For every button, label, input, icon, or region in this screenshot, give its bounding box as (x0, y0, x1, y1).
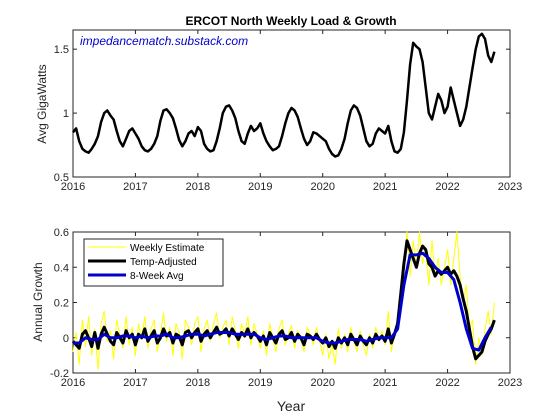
bottom-series-8-week-avg (73, 251, 493, 352)
bottom-x-tick-label: 2019 (248, 377, 272, 389)
top-series-group (72, 32, 496, 158)
top-title: ERCOT North Weekly Load & Growth (185, 14, 396, 28)
bottom-chart: Annual Growth Year 2016 2017 2018 2019 2020 2… (31, 227, 522, 414)
top-x-tick-label: 2023 (498, 181, 522, 193)
bottom-y-tick-label: 0 (63, 333, 69, 345)
bottom-x-tick-label: 2017 (123, 377, 147, 389)
bottom-y-tick-label: 0.6 (54, 227, 69, 239)
bottom-x-tick-label: 2016 (61, 377, 85, 389)
bottom-y-tick-label: 0.4 (54, 262, 69, 274)
top-y-tick-label: 1 (63, 108, 69, 120)
bottom-x-tick-label: 2020 (310, 377, 334, 389)
top-x-tick-label: 2021 (373, 181, 397, 193)
top-annotation: impedancematch.substack.com (80, 34, 248, 48)
bottom-xlabel: Year (277, 398, 306, 414)
top-ylabel: Avg GigaWatts (35, 64, 49, 143)
top-x-tick-label: 2022 (435, 181, 459, 193)
top-y-tick-label: 1.5 (54, 44, 69, 56)
top-y-ticks: 0.5 1 1.5 (54, 44, 510, 184)
top-y-tick-label: 0.5 (54, 172, 69, 184)
top-x-tick-label: 2020 (310, 181, 334, 193)
legend: Weekly Estimate Temp-Adjusted 8-Week Avg (83, 238, 224, 287)
legend-label-weekly-estimate: Weekly Estimate (130, 243, 205, 254)
legend-label-temp-adjusted: Temp-Adjusted (130, 257, 197, 268)
top-x-tick-label: 2018 (186, 181, 210, 193)
bottom-ylabel: Annual Growth (31, 262, 45, 341)
top-x-tick-label: 2017 (123, 181, 147, 193)
top-x-ticks: 2016 2017 2018 2019 2020 2021 2022 2023 (61, 30, 522, 193)
top-plot-area (72, 29, 511, 178)
top-x-tick-label: 2019 (248, 181, 272, 193)
bottom-x-tick-label: 2023 (498, 377, 522, 389)
bottom-x-tick-label: 2018 (186, 377, 210, 389)
bottom-x-ticks: 2016 2017 2018 2019 2020 2021 2022 2023 (61, 232, 522, 389)
top-x-tick-label: 2016 (61, 181, 85, 193)
top-chart: ERCOT North Weekly Load & Growth impedan… (35, 14, 522, 193)
bottom-y-tick-label: -0.2 (50, 368, 69, 380)
bottom-y-ticks: -0.2 0 0.2 0.4 0.6 (50, 227, 510, 380)
bottom-x-tick-label: 2021 (373, 377, 397, 389)
bottom-series-group (71, 231, 496, 370)
top-series-series-0 (72, 32, 496, 158)
bottom-y-tick-label: 0.2 (54, 298, 69, 310)
bottom-x-tick-label: 2022 (435, 377, 459, 389)
legend-label-8-week-avg: 8-Week Avg (130, 271, 184, 282)
